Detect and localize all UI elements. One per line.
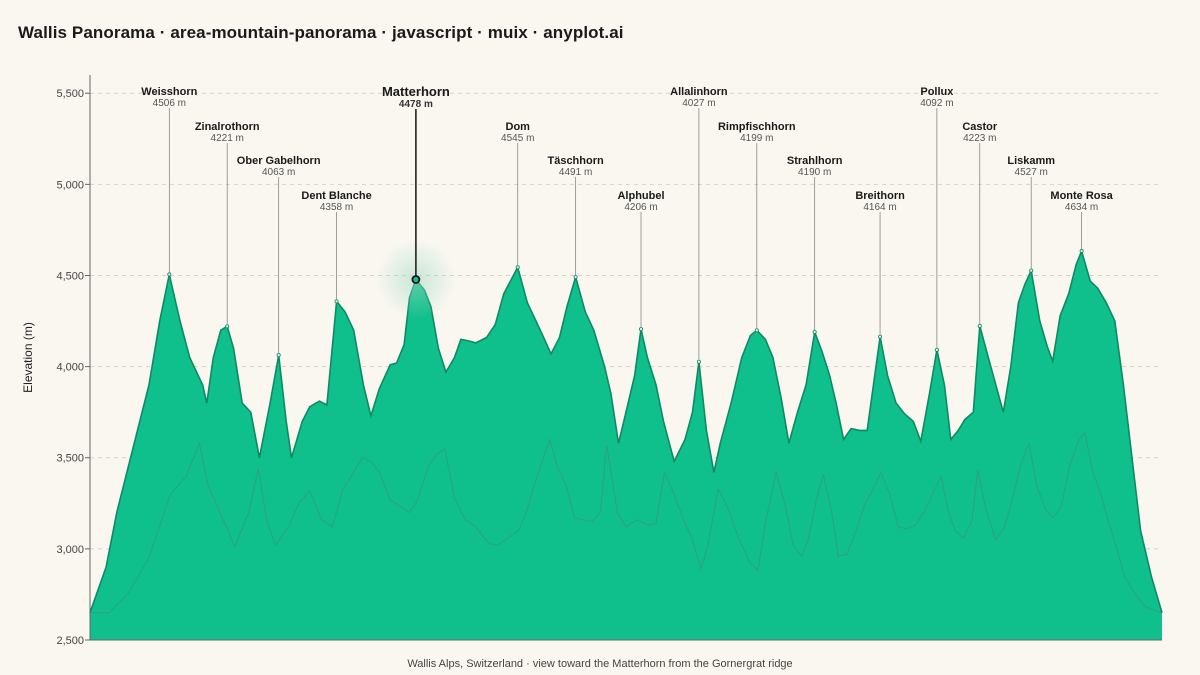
peak-name: Monte Rosa bbox=[1050, 190, 1113, 202]
peak-elevation: 4634 m bbox=[1065, 202, 1098, 213]
peak-marker bbox=[334, 299, 339, 304]
y-tick-label: 2,500 bbox=[56, 635, 84, 647]
y-tick-label: 3,000 bbox=[56, 544, 84, 556]
peak-marker bbox=[276, 353, 281, 358]
peak-name: Strahlhorn bbox=[787, 155, 843, 167]
peak-elevation: 4199 m bbox=[740, 133, 773, 144]
peak-name: Alphubel bbox=[617, 190, 664, 202]
peak-name: Täschhorn bbox=[547, 155, 604, 167]
back-ridge-line bbox=[90, 430, 1163, 614]
peak-name: Pollux bbox=[920, 86, 954, 98]
peak-elevation: 4527 m bbox=[1015, 167, 1048, 178]
y-tick-label: 5,500 bbox=[56, 88, 84, 100]
peak-elevation: 4221 m bbox=[211, 133, 244, 144]
peak-marker bbox=[639, 327, 644, 332]
peak-elevation: 4063 m bbox=[262, 167, 295, 178]
peak-marker bbox=[573, 275, 578, 280]
peak-elevation: 4223 m bbox=[963, 133, 996, 144]
peak-marker bbox=[754, 328, 759, 333]
peak-elevation: 4164 m bbox=[863, 202, 896, 213]
peak-name: Weisshorn bbox=[141, 86, 197, 98]
peak-name: Breithorn bbox=[855, 190, 905, 202]
peak-elevation: 4358 m bbox=[320, 202, 353, 213]
chart-title: Wallis Panorama · area-mountain-panorama… bbox=[18, 23, 624, 42]
y-tick-label: 3,500 bbox=[56, 453, 84, 465]
y-tick-label: 4,500 bbox=[56, 270, 84, 282]
y-tick-label: 4,000 bbox=[56, 362, 84, 374]
peak-name: Dent Blanche bbox=[301, 190, 371, 202]
peak-marker bbox=[977, 323, 982, 328]
peak-elevation: 4478 m bbox=[399, 99, 433, 110]
peak-marker bbox=[515, 265, 520, 270]
peak-name: Dom bbox=[506, 121, 531, 133]
peak-marker bbox=[878, 334, 883, 339]
front-ridge-line bbox=[89, 248, 1163, 613]
peak-marker bbox=[225, 324, 230, 329]
y-tick-label: 5,000 bbox=[56, 179, 84, 191]
y-axis-label: Elevation (m) bbox=[21, 322, 35, 393]
peak-elevation: 4190 m bbox=[798, 167, 831, 178]
peak-marker bbox=[934, 347, 939, 352]
peak-elevation: 4027 m bbox=[682, 98, 715, 109]
peak-name: Matterhorn bbox=[382, 84, 450, 99]
peak-elevation: 4506 m bbox=[153, 98, 186, 109]
x-axis-label: Wallis Alps, Switzerland · view toward t… bbox=[407, 658, 792, 670]
peak-elevation: 4491 m bbox=[559, 167, 592, 178]
peak-elevation: 4092 m bbox=[920, 98, 953, 109]
peak-name: Allalinhorn bbox=[670, 86, 728, 98]
peak-name: Liskamm bbox=[1007, 155, 1055, 167]
peak-marker bbox=[411, 275, 421, 284]
peak-marker bbox=[1079, 249, 1084, 254]
peak-marker bbox=[1029, 268, 1034, 273]
peak-elevation: 4545 m bbox=[501, 133, 534, 144]
peak-marker bbox=[167, 272, 172, 277]
peak-elevation: 4206 m bbox=[624, 202, 657, 213]
peak-marker bbox=[696, 359, 701, 364]
front-ridge-area bbox=[90, 251, 1162, 640]
peak-marker bbox=[812, 329, 817, 334]
peak-name: Rimpfischhorn bbox=[718, 121, 796, 133]
peak-name: Zinalrothorn bbox=[195, 121, 260, 133]
peak-name: Castor bbox=[962, 121, 998, 133]
peak-name: Ober Gabelhorn bbox=[237, 155, 321, 167]
